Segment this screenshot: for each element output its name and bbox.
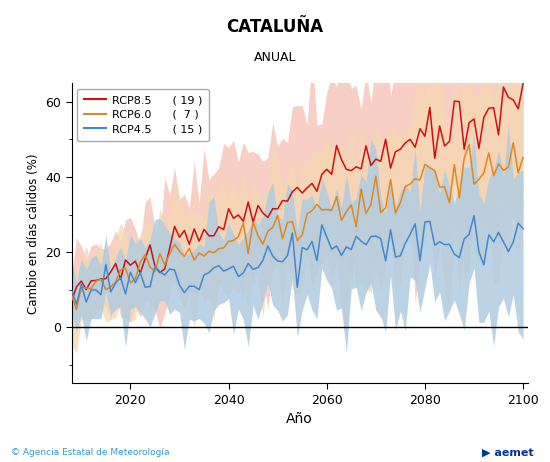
Text: ▶ aemet: ▶ aemet [482,447,534,457]
Y-axis label: Cambio en días cálidos (%): Cambio en días cálidos (%) [26,153,40,314]
Text: CATALUÑA: CATALUÑA [227,18,323,36]
Text: © Agencia Estatal de Meteorología: © Agencia Estatal de Meteorología [11,449,169,457]
Text: ANUAL: ANUAL [254,51,296,64]
X-axis label: Año: Año [287,413,313,426]
Legend: RCP8.5      ( 19 ), RCP6.0      (  7 ), RCP4.5      ( 15 ): RCP8.5 ( 19 ), RCP6.0 ( 7 ), RCP4.5 ( 15… [77,89,208,141]
